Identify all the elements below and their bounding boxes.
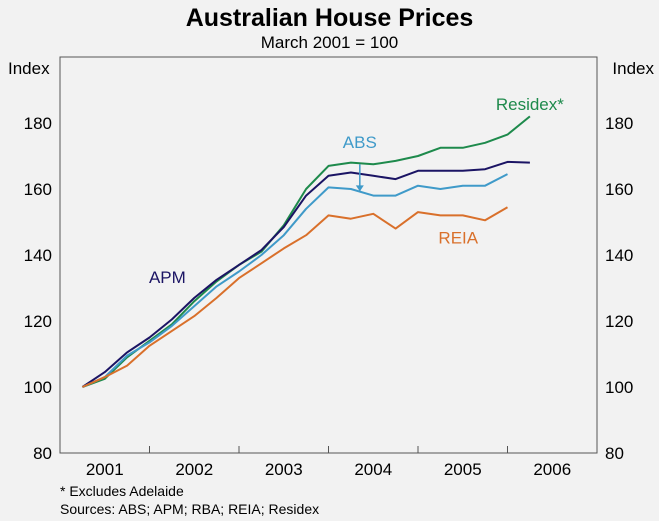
x-axis: 2001 2002 2003 2004 2005 2006 <box>86 446 571 479</box>
footnote-excludes: * Excludes Adelaide <box>60 483 184 499</box>
plot-frame <box>59 56 598 454</box>
chart-subtitle: March 2001 = 100 <box>261 33 399 52</box>
y-tick-right-80: 80 <box>605 444 624 463</box>
x-tick-label-2001: 2001 <box>86 460 124 479</box>
series-line-residex <box>82 115 531 388</box>
y-tick-right-160: 160 <box>605 180 633 199</box>
series-labels: Residex* APM ABS REIA <box>149 95 564 287</box>
y-tick-left-140: 140 <box>24 246 52 265</box>
y-tick-right-100: 100 <box>605 378 633 397</box>
x-tick-label-2003: 2003 <box>265 460 303 479</box>
series-label-apm: APM <box>149 268 186 287</box>
chart-title: Australian House Prices <box>186 4 474 32</box>
x-tick-label-2005: 2005 <box>444 460 482 479</box>
y-tick-left-100: 100 <box>24 378 52 397</box>
footnote-sources: Sources: ABS; APM; RBA; REIA; Residex <box>60 501 319 517</box>
series-lines <box>81 115 531 388</box>
abs-arrow-head <box>355 185 364 192</box>
series-label-abs: ABS <box>343 133 377 152</box>
y-axis-label-right: Index <box>612 59 654 78</box>
plot-border <box>59 56 598 454</box>
y-tick-right-140: 140 <box>605 246 633 265</box>
y-tick-left-80: 80 <box>33 444 52 463</box>
series-line-reia <box>81 206 509 388</box>
y-tick-right-120: 120 <box>605 312 633 331</box>
x-tick-label-2006: 2006 <box>533 460 571 479</box>
y-axis-label-left: Index <box>8 59 50 78</box>
series-line-abs <box>81 173 508 388</box>
y-tick-labels: 80 80 100 100 120 120 140 140 160 160 180 180 <box>24 114 634 463</box>
y-tick-left-180: 180 <box>24 114 52 133</box>
x-tick-label-2004: 2004 <box>354 460 392 479</box>
y-tick-left-120: 120 <box>24 312 52 331</box>
annotations <box>355 164 364 193</box>
y-tick-left-160: 160 <box>24 180 52 199</box>
series-label-residex: Residex* <box>496 95 564 114</box>
series-label-reia: REIA <box>438 228 478 247</box>
x-tick-label-2002: 2002 <box>175 460 213 479</box>
y-tick-right-180: 180 <box>605 114 633 133</box>
series-line-apm <box>81 160 530 388</box>
